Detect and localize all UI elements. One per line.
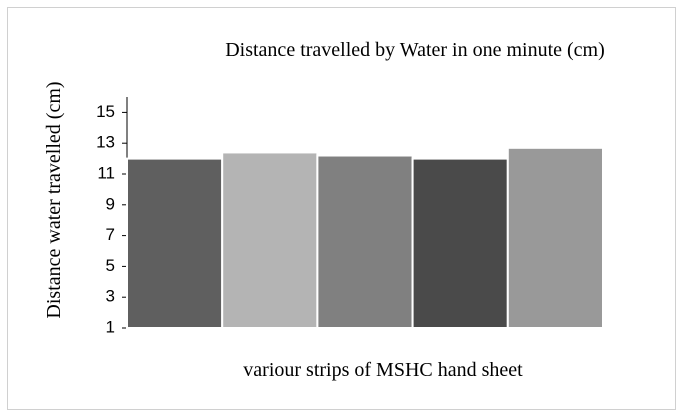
y-tick-label: 11 [97, 163, 115, 182]
bar [411, 157, 509, 329]
x-axis-label: variour strips of MSHC hand sheet [243, 359, 523, 381]
y-tick-label: 7 [106, 225, 115, 244]
bar [126, 157, 224, 329]
y-tick-label: 9 [106, 194, 115, 213]
bar [506, 146, 604, 329]
y-tick-label: 5 [106, 256, 115, 275]
y-tick-label: 3 [106, 287, 115, 306]
bar [221, 151, 319, 329]
y-axis-label: Distance water travelled (cm) [43, 81, 65, 319]
y-tick-label: 13 [96, 133, 115, 152]
y-tick-label: 1 [106, 317, 115, 336]
y-tick-label: 15 [96, 102, 115, 121]
chart-title: Distance travelled by Water in one minut… [225, 39, 605, 61]
bar [316, 154, 414, 329]
